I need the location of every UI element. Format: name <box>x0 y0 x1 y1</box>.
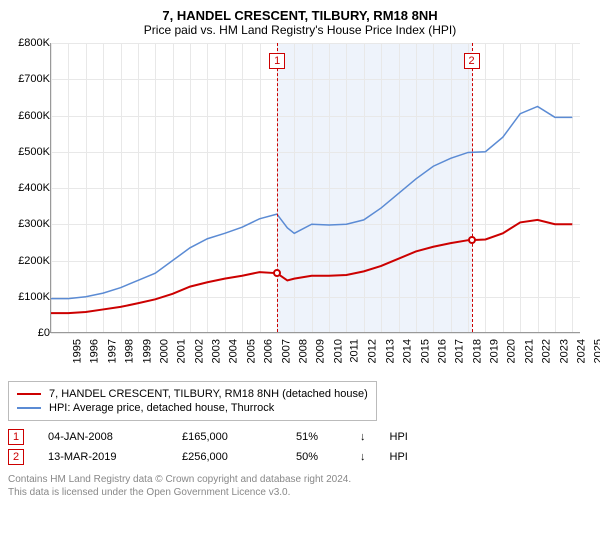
x-axis-labels: 1995 1996 1997 1998 1999 2000 2001 2002 2003 2004… <box>50 333 580 375</box>
y-tick-label: £400K <box>18 182 50 194</box>
x-tick-label: 2014 <box>402 339 414 363</box>
sale-row: 2 13-MAR-2019 £256,000 50% ↓ HPI <box>8 449 592 465</box>
sale-vs-label: HPI <box>390 451 408 463</box>
x-tick-label: 2015 <box>419 339 431 363</box>
x-tick-label: 2012 <box>367 339 379 363</box>
y-tick-label: £800K <box>18 37 50 49</box>
data-source-note: Contains HM Land Registry data © Crown c… <box>8 473 592 499</box>
x-tick-label: 2007 <box>280 339 292 363</box>
x-tick-label: 2004 <box>228 339 240 363</box>
x-tick-label: 2006 <box>263 339 275 363</box>
x-tick-label: 2000 <box>158 339 170 363</box>
y-tick-label: £500K <box>18 146 50 158</box>
down-arrow-icon: ↓ <box>360 451 366 463</box>
sale-marker-line <box>472 43 473 332</box>
sale-marker-line <box>277 43 278 332</box>
x-tick-label: 2017 <box>454 339 466 363</box>
x-tick-label: 2025 <box>593 339 600 363</box>
x-tick-label: 2005 <box>245 339 257 363</box>
sale-date: 13-MAR-2019 <box>48 451 158 463</box>
x-tick-label: 2011 <box>349 339 361 363</box>
x-tick-label: 2022 <box>541 339 553 363</box>
x-tick-label: 2001 <box>176 339 188 363</box>
sale-date: 04-JAN-2008 <box>48 431 158 443</box>
y-tick-label: £0 <box>38 327 50 339</box>
x-tick-label: 2009 <box>315 339 327 363</box>
sale-index-box: 1 <box>8 429 24 445</box>
x-tick-label: 2010 <box>332 339 344 363</box>
x-tick-label: 1997 <box>106 339 118 363</box>
legend-swatch <box>17 393 41 395</box>
chart-subtitle: Price paid vs. HM Land Registry's House … <box>8 23 592 37</box>
x-tick-label: 2008 <box>297 339 309 363</box>
sale-marker-dot <box>468 236 476 244</box>
sale-pct: 50% <box>296 451 336 463</box>
series-property <box>51 220 572 313</box>
sale-pct: 51% <box>296 431 336 443</box>
legend-item: HPI: Average price, detached house, Thur… <box>17 402 368 414</box>
x-tick-label: 2016 <box>436 339 448 363</box>
x-tick-label: 1995 <box>71 339 83 363</box>
sale-marker-label: 2 <box>464 53 480 69</box>
x-tick-label: 2020 <box>506 339 518 363</box>
legend-item: 7, HANDEL CRESCENT, TILBURY, RM18 8NH (d… <box>17 388 368 400</box>
x-tick-label: 2002 <box>193 339 205 363</box>
legend-label: HPI: Average price, detached house, Thur… <box>49 402 274 414</box>
note-line: Contains HM Land Registry data © Crown c… <box>8 473 592 486</box>
x-tick-label: 2023 <box>558 339 570 363</box>
sale-vs-label: HPI <box>390 431 408 443</box>
chart-title: 7, HANDEL CRESCENT, TILBURY, RM18 8NH <box>8 8 592 23</box>
x-tick-label: 2021 <box>523 339 535 363</box>
y-tick-label: £600K <box>18 110 50 122</box>
legend-swatch <box>17 407 41 409</box>
y-tick-label: £300K <box>18 218 50 230</box>
sales-table: 1 04-JAN-2008 £165,000 51% ↓ HPI 2 13-MAR-2019… <box>8 429 592 465</box>
down-arrow-icon: ↓ <box>360 431 366 443</box>
legend-label: 7, HANDEL CRESCENT, TILBURY, RM18 8NH (d… <box>49 388 368 400</box>
sale-index-box: 2 <box>8 449 24 465</box>
x-tick-label: 1999 <box>141 339 153 363</box>
sale-price: £165,000 <box>182 431 272 443</box>
x-tick-label: 1998 <box>124 339 136 363</box>
x-tick-label: 2024 <box>575 339 587 363</box>
x-tick-label: 2018 <box>471 339 483 363</box>
sale-price: £256,000 <box>182 451 272 463</box>
sale-marker-label: 1 <box>269 53 285 69</box>
x-tick-label: 2019 <box>489 339 501 363</box>
note-line: This data is licensed under the Open Gov… <box>8 486 592 499</box>
x-tick-label: 2013 <box>384 339 396 363</box>
x-tick-label: 2003 <box>211 339 223 363</box>
series-layer <box>51 43 581 333</box>
plot-area: 12 <box>50 43 580 333</box>
sale-row: 1 04-JAN-2008 £165,000 51% ↓ HPI <box>8 429 592 445</box>
sale-marker-dot <box>273 269 281 277</box>
y-tick-label: £200K <box>18 255 50 267</box>
x-tick-label: 1996 <box>89 339 101 363</box>
price-chart: 12£0£100K£200K£300K£400K£500K£600K£700K£… <box>8 43 580 375</box>
y-tick-label: £700K <box>18 73 50 85</box>
legend: 7, HANDEL CRESCENT, TILBURY, RM18 8NH (d… <box>8 381 377 421</box>
series-hpi <box>51 106 572 298</box>
y-tick-label: £100K <box>18 291 50 303</box>
y-axis-labels: £0£100K£200K£300K£400K£500K£600K£700K£80… <box>8 43 50 333</box>
